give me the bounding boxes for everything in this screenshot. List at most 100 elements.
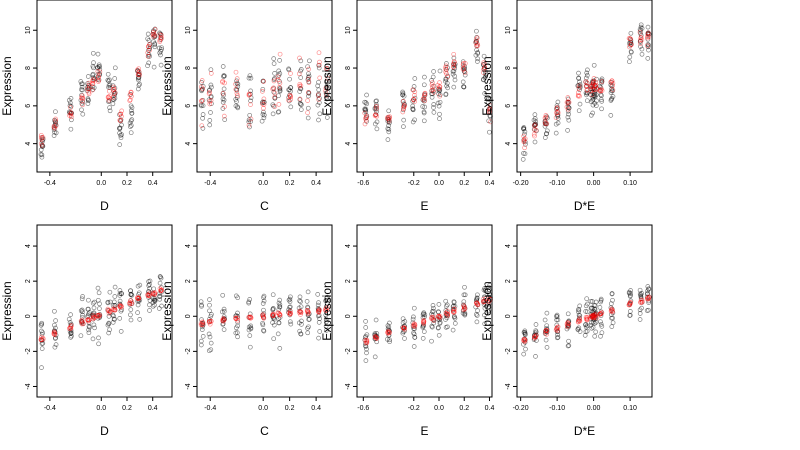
fitted-point: [544, 121, 550, 126]
fitted-point: [638, 299, 643, 305]
observed-point: [435, 100, 441, 106]
observed-point: [128, 298, 134, 303]
observed-point: [208, 67, 214, 73]
observed-point: [235, 105, 241, 111]
fitted-point: [306, 80, 312, 85]
y-tick-label: 0: [185, 314, 192, 318]
fitted-point: [532, 122, 538, 128]
observed-point: [592, 93, 598, 99]
observed-point: [67, 328, 73, 334]
y-tick-label: 4: [25, 244, 32, 248]
observed-point: [421, 96, 427, 102]
observed-point: [151, 286, 157, 292]
x-tick-label: 0.0: [96, 405, 106, 412]
observed-point: [151, 29, 156, 34]
fitted-point: [554, 106, 560, 111]
observed-point: [79, 307, 85, 313]
fitted-point: [199, 322, 205, 327]
observed-point: [85, 97, 91, 103]
observed-point: [277, 88, 283, 93]
fitted-point: [129, 93, 134, 99]
y-tick-label: -2: [505, 348, 512, 354]
fitted-point: [198, 322, 204, 328]
plot-frame: [36, 0, 173, 173]
fitted-point: [323, 85, 329, 91]
y-tick-label: 4: [185, 244, 192, 248]
fitted-point: [323, 88, 328, 94]
observed-point: [486, 294, 491, 300]
fitted-point: [206, 91, 212, 96]
observed-point: [129, 301, 135, 306]
fitted-point: [451, 306, 457, 312]
fitted-point: [208, 318, 214, 324]
observed-point: [576, 70, 581, 76]
observed-point: [486, 291, 492, 297]
observed-point: [118, 329, 124, 334]
fitted-point: [235, 315, 241, 321]
plot-frame: [516, 0, 653, 173]
observed-point: [146, 283, 152, 288]
observed-point: [554, 103, 560, 108]
observed-point: [80, 111, 86, 117]
fitted-point: [222, 104, 227, 109]
observed-point: [208, 110, 213, 115]
fitted-point: [270, 313, 276, 318]
y-axis-title: Expression: [160, 281, 174, 340]
fitted-point: [276, 311, 282, 317]
fitted-point: [411, 323, 417, 328]
fitted-point: [482, 65, 488, 71]
fitted-point: [638, 297, 644, 303]
fitted-point: [206, 320, 212, 325]
fitted-point: [158, 288, 164, 293]
y-tick-label: 0: [505, 314, 512, 318]
fitted-point: [51, 331, 57, 337]
fitted-point: [475, 301, 480, 306]
observed-point: [645, 36, 651, 42]
observed-point: [147, 44, 153, 50]
fitted-point: [296, 71, 302, 77]
observed-point: [248, 325, 254, 331]
fitted-point: [566, 321, 572, 327]
fitted-point: [593, 82, 599, 88]
observed-point: [598, 321, 604, 327]
fitted-point: [639, 298, 645, 303]
observed-point: [451, 299, 457, 305]
fitted-point: [385, 331, 391, 336]
observed-point: [157, 296, 163, 302]
fitted-point: [316, 307, 322, 312]
observed-point: [90, 336, 96, 342]
fitted-point: [233, 81, 238, 87]
observed-point: [628, 38, 634, 44]
observed-point: [95, 285, 101, 291]
fitted-point: [590, 313, 596, 319]
y-tick-label: 2: [185, 279, 192, 283]
fitted-point: [461, 66, 466, 71]
observed-point: [645, 42, 651, 47]
fitted-point: [233, 316, 239, 322]
observed-point: [486, 301, 492, 307]
fitted-point: [532, 334, 538, 340]
observed-point: [565, 96, 571, 102]
observed-point: [96, 290, 102, 296]
observed-point: [287, 76, 292, 82]
observed-point: [373, 317, 379, 323]
fitted-point: [584, 317, 590, 323]
fitted-point: [481, 70, 486, 75]
fitted-point: [305, 311, 311, 316]
observed-point: [128, 291, 134, 297]
observed-point: [400, 330, 406, 336]
observed-point: [410, 107, 416, 112]
fitted-point: [52, 332, 58, 337]
observed-point: [588, 112, 594, 118]
fitted-point: [583, 83, 589, 89]
observed-point: [145, 63, 150, 69]
observed-point: [200, 84, 206, 89]
observed-point: [482, 91, 488, 96]
observed-point: [411, 305, 417, 311]
fitted-point: [588, 313, 594, 319]
fitted-point: [288, 97, 294, 102]
fitted-point: [451, 309, 456, 315]
observed-point: [628, 288, 633, 293]
fitted-point: [39, 136, 45, 142]
